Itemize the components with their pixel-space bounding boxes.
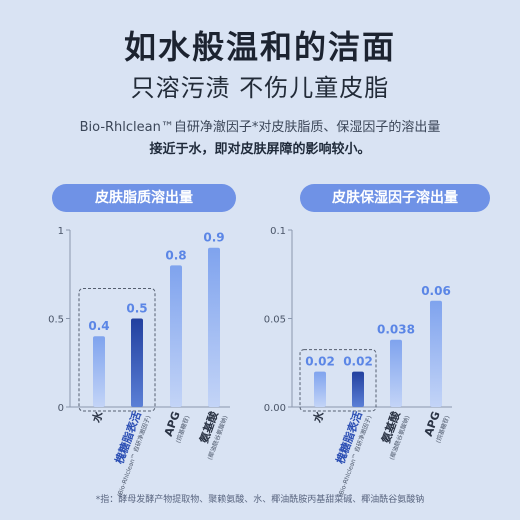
moisture-category-label: APG(烷基糖苷) — [422, 410, 451, 444]
page-title: 如水般温和的洁面 — [123, 28, 396, 66]
lipid-bar — [208, 247, 220, 407]
lipid-y-tick-label: 0.5 — [48, 315, 64, 326]
chart-title-moisture: 皮肤保湿因子溶出量 — [300, 184, 490, 212]
moisture-data-label: 0.038 — [377, 323, 415, 337]
moisture-bar — [314, 371, 326, 407]
lipid-highlight-box — [78, 288, 156, 412]
lipid-data-label: 0.5 — [126, 302, 147, 316]
moisture-y-tick-label: 0.05 — [264, 315, 286, 326]
moisture-category-label: 氨基酸(椰油酰谷氨酸钠) — [378, 408, 411, 461]
lipid-bar — [131, 318, 143, 407]
moisture-bar — [352, 371, 364, 407]
lipid-y-tick-label: 1 — [58, 226, 64, 237]
description-line-2: 接近于水，即对皮肤屏障的影响较小。 — [149, 142, 371, 157]
lipid-y-tick-label: 0 — [58, 403, 64, 414]
lipid-bar — [170, 265, 182, 407]
lipid-bar — [93, 336, 105, 407]
lipid-data-label: 0.8 — [165, 248, 186, 262]
lipid-data-label: 0.9 — [203, 231, 224, 245]
description-line-1: Bio-Rhlclean™自研净澈因子*对皮肤脂质、保湿因子的溶出量 — [79, 120, 441, 135]
lipid-category-label: 槐糖脂表活(Bio-Rhlclean™ 自研净澈因子) — [112, 409, 153, 498]
page-subtitle: 只溶污渍 不伤儿童皮脂 — [130, 74, 390, 102]
footnote: *指：酵母发酵产物提取物、聚赖氨酸、水、椰油酰胺丙基甜菜碱、椰油酰谷氨酸钠 — [95, 495, 425, 505]
moisture-y-tick-label: 0.00 — [264, 403, 286, 414]
moisture-data-label: 0.02 — [343, 355, 373, 369]
moisture-bar — [430, 300, 442, 407]
lipid-data-label: 0.4 — [88, 319, 109, 333]
moisture-data-label: 0.06 — [421, 284, 451, 298]
lipid-category-label: 氨基酸(椰油酰谷氨酸钠) — [196, 408, 229, 461]
moisture-category-label: 槐糖脂表活(Bio-Rhlclean™ 自研净澈因子) — [333, 409, 374, 498]
lipid-category-label: APG(烷基糖苷) — [162, 410, 191, 444]
chart-title-lipid: 皮肤脂质溶出量 — [52, 184, 236, 212]
moisture-highlight-box — [299, 349, 377, 412]
moisture-bar — [390, 339, 402, 407]
moisture-data-label: 0.02 — [305, 355, 335, 369]
moisture-y-tick-label: 0.1 — [270, 226, 286, 237]
